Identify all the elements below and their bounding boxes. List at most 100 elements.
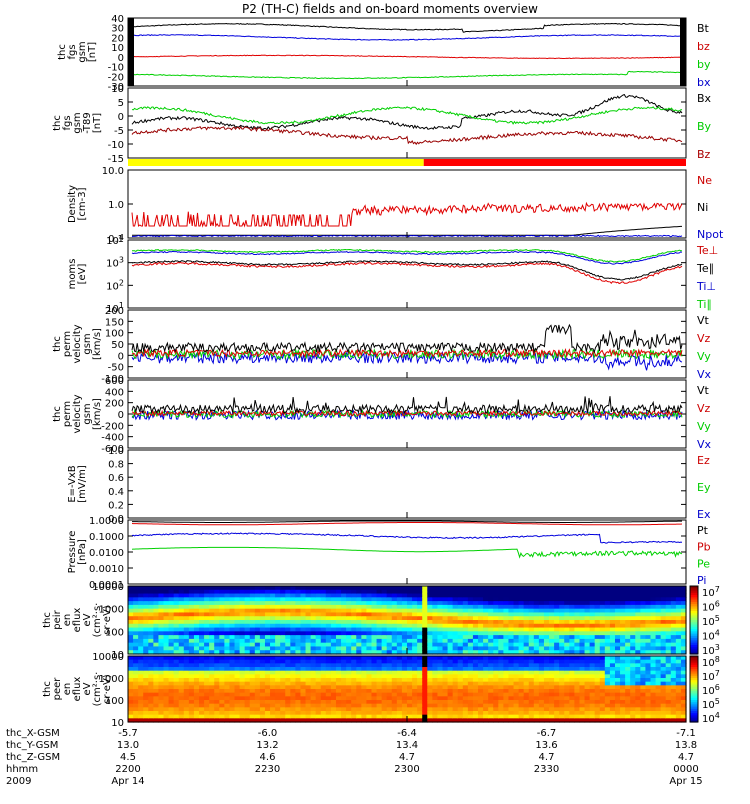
spectrogram-electron-cell [128,663,134,668]
spectrogram-ion-cell [422,620,428,625]
spectrogram-ion-cell [594,601,601,606]
spectrogram-electron-cell [457,707,464,712]
spectrogram-electron-cell [234,711,241,716]
spectrogram-electron-cell [376,681,383,686]
spectrogram-ion-cell [163,604,170,610]
spectrogram-ion-cell [138,597,144,602]
spectrogram-ion-cell [320,593,327,598]
spectrogram-electron-cell [478,692,484,697]
spectrogram-ion-cell [635,638,641,644]
spectrogram-electron-cell [579,663,586,668]
spectrogram-ion-cell [508,642,515,648]
spectrogram-electron-cell [224,681,231,686]
spectrogram-ion-cell [620,620,626,625]
spectrogram-electron-cell [330,663,337,668]
spectrogram-ion-cell [234,627,241,632]
spectrogram-electron-cell [193,659,200,664]
spectrogram-electron-cell [650,714,657,719]
spectrogram-electron-cell [209,685,215,690]
spectrogram-electron-cell [483,692,489,697]
spectrogram-electron-cell [478,711,484,716]
spectrogram-electron-cell [680,711,687,716]
spectrogram-ion-cell [630,612,636,617]
spectrogram-ion-cell [538,589,545,595]
spectrogram-ion-cell [386,623,393,629]
spectrogram-electron-cell [173,689,180,694]
spectrogram-ion-cell [554,589,560,595]
spectrogram-ion-cell [533,589,540,595]
spectrogram-electron-cell [574,681,581,686]
spectrogram-electron-cell [386,689,393,694]
spectrogram-ion-cell [680,604,687,610]
spectrogram-electron-cell [361,656,368,661]
spectrogram-ion-cell [290,642,296,648]
spectrogram-ion-cell [680,635,687,640]
spectrogram-ion-cell [366,620,373,625]
spectrogram-electron-cell [549,685,555,690]
spectrogram-electron-cell [128,685,134,690]
spectrogram-ion-cell [670,597,677,602]
spectrogram-electron-cell [483,689,489,694]
spectrogram-electron-cell [645,703,652,708]
spectrogram-electron-cell [422,696,428,701]
spectrogram-electron-cell [391,667,398,672]
spectrogram-electron-cell [574,670,581,675]
spectrogram-electron-cell [346,689,352,694]
spectrogram-ion-cell [442,627,449,632]
spectrogram-electron-cell [417,685,423,690]
spectrogram-ion-cell [452,593,459,598]
spectrogram-electron-cell [209,711,215,716]
spectrogram-ion-cell [158,638,165,644]
spectrogram-ion-cell [422,650,428,655]
spectrogram-ion-cell [133,608,139,614]
spectrogram-electron-cell [462,707,469,712]
spectrogram-ion-cell [153,608,160,614]
spectrogram-electron-cell [143,670,149,675]
spectrogram-ion-cell [594,642,601,648]
series-bx [131,34,683,41]
spectrogram-ion-cell [366,608,373,614]
spectrogram-ion-cell [366,616,373,621]
spectrogram-ion-cell [665,627,672,632]
spectrogram-electron-cell [467,678,474,683]
spectrogram-electron-cell [518,685,525,690]
spectrogram-ion-cell [472,642,479,648]
spectrogram-ion-cell [346,597,352,602]
spectrogram-electron-cell [670,663,677,668]
spectrogram-electron-cell [630,707,636,712]
spectrogram-ion-cell [300,631,307,636]
spectrogram-ion-cell [569,638,575,644]
spectrogram-electron-cell [300,718,307,723]
spectrogram-electron-cell [503,685,510,690]
spectrogram-ion-cell [675,635,682,640]
spectrogram-ion-cell [589,635,596,640]
spectrogram-ion-cell [457,608,464,614]
spectrogram-ion-cell [457,604,464,610]
spectrogram-ion-cell [188,608,195,614]
spectrogram-ion-cell [549,601,555,606]
spectrogram-ion-cell [219,627,225,632]
spectrogram-ion-cell [533,638,540,644]
spectrogram-electron-cell [341,670,347,675]
spectrogram-electron-cell [599,681,606,686]
spectrogram-ion-cell [645,642,652,648]
spectrogram-electron-cell [498,714,504,719]
spectrogram-electron-cell [224,678,231,683]
spectrogram-electron-cell [381,718,388,723]
spectrogram-electron-cell [168,674,175,679]
spectrogram-electron-cell [285,674,291,679]
spectrogram-ion-cell [493,593,499,598]
spectrogram-ion-cell [330,612,337,617]
spectrogram-ion-cell [320,627,327,632]
spectrogram-ion-cell [305,593,312,598]
spectrogram-ion-cell [356,638,362,644]
spectrogram-electron-cell [609,703,616,708]
spectrogram-ion-cell [625,604,631,610]
spectrogram-ion-cell [660,631,667,636]
spectrogram-ion-cell [503,601,510,606]
spectrogram-electron-cell [178,700,185,705]
ylabel-line: E=-VxB [67,465,78,502]
spectrogram-electron-cell [508,692,515,697]
spectrogram-electron-cell [335,656,342,661]
spectrogram-electron-cell [128,670,134,675]
